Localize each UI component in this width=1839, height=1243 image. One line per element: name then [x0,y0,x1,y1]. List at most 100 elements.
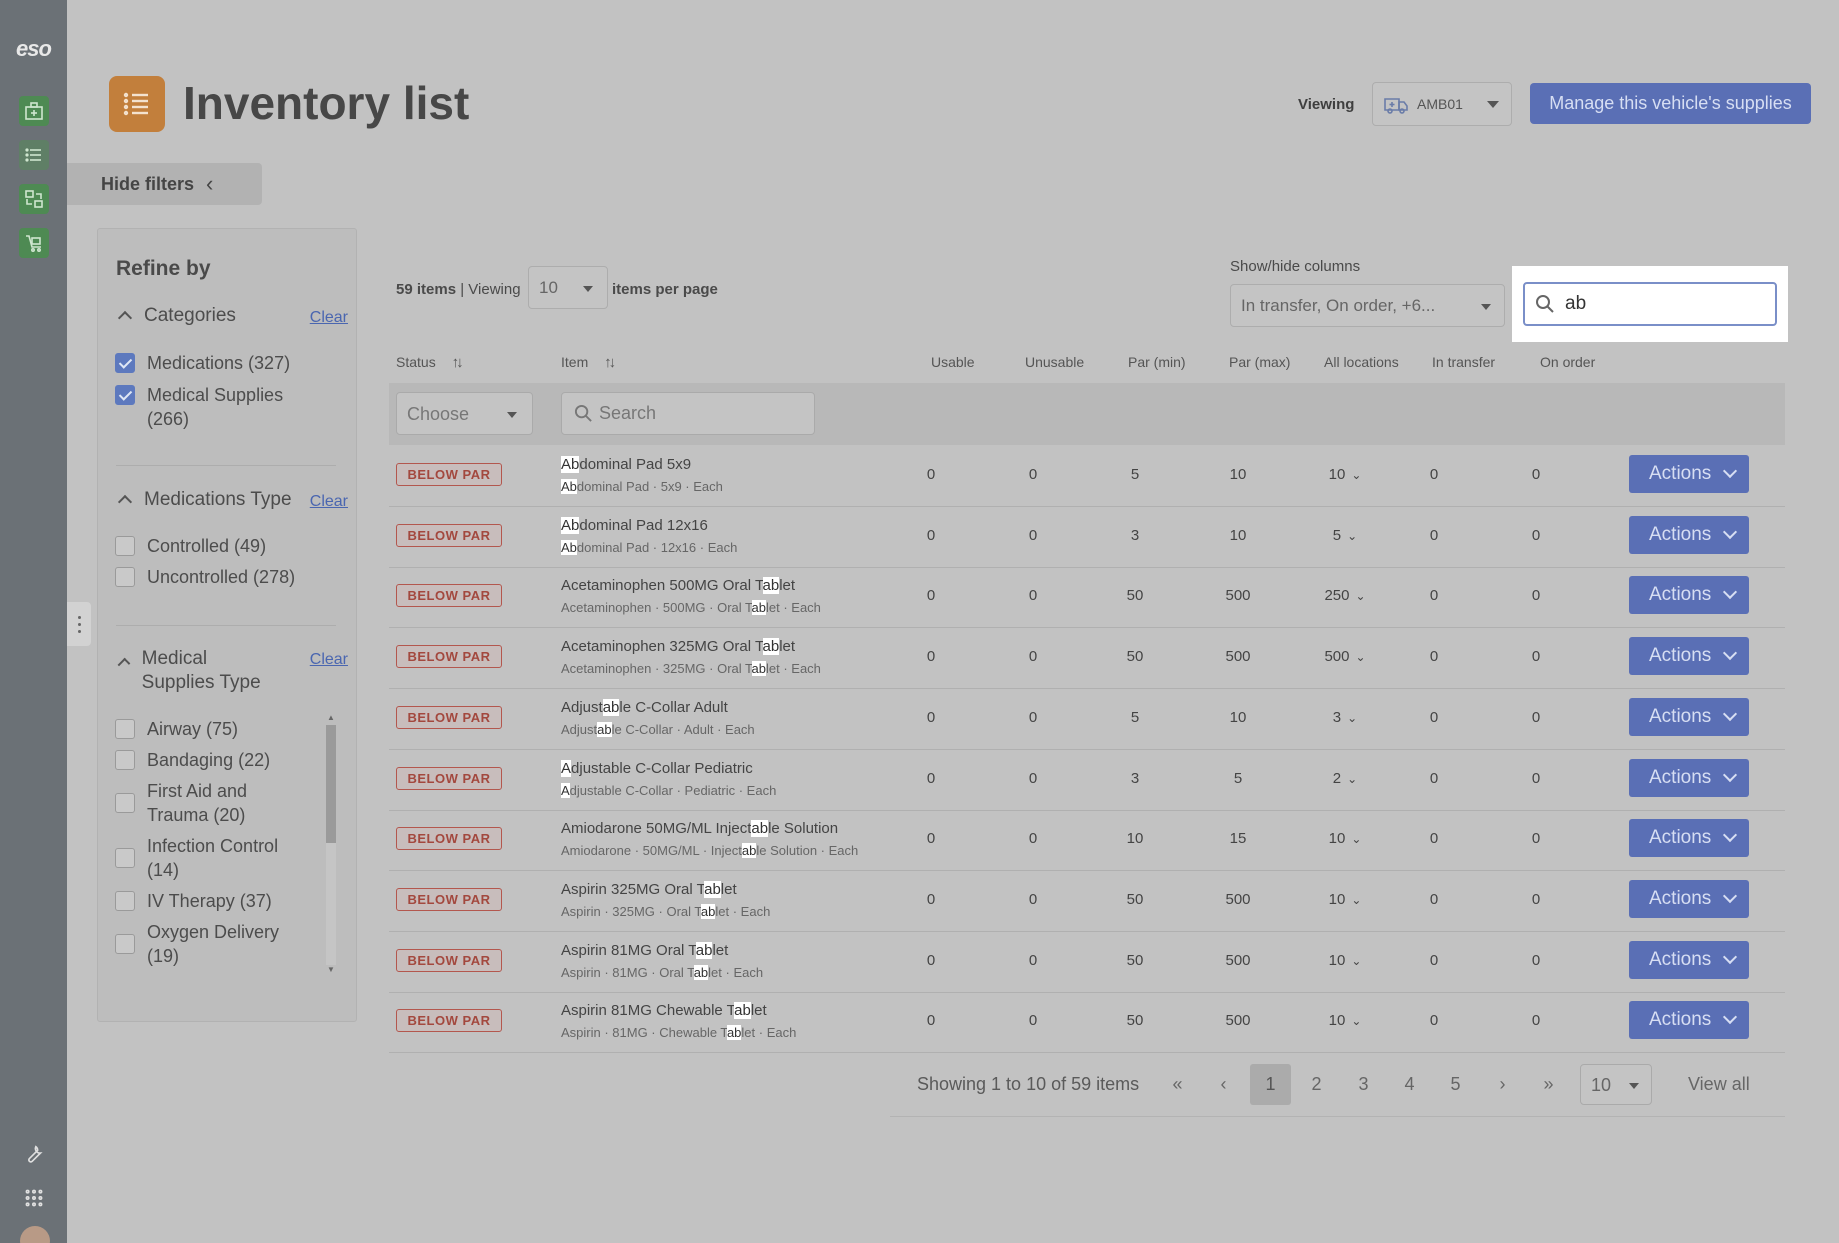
nav-transfers[interactable] [19,184,49,214]
actions-button[interactable]: Actions [1629,637,1749,676]
actions-button[interactable]: Actions [1629,455,1749,493]
item-name[interactable]: Aspirin 81MG Chewable Tablet [561,1002,767,1020]
clear-categories-link[interactable]: Clear [309,309,348,326]
categories-toggle[interactable]: Categories [116,305,236,327]
item-name[interactable]: Acetaminophen 500MG Oral Tablet [561,577,795,595]
filter-oxygen-delivery[interactable]: Oxygen Delivery (19) [115,920,300,968]
page-3-button[interactable]: 3 [1358,1074,1369,1094]
medications-type-toggle[interactable]: Medications Type [116,489,292,511]
next-page-button[interactable]: › [1499,1074,1506,1094]
nav-inventory-list[interactable] [19,140,49,170]
header-status[interactable]: Status ↑↓ [396,354,464,371]
cell-all-locations[interactable]: 2 ⌄ [1315,770,1375,787]
checkbox[interactable] [115,536,135,556]
nav-dashboard[interactable] [19,96,49,126]
cell-all-locations[interactable]: 5 ⌄ [1315,527,1375,544]
scroll-down-arrow-icon[interactable]: ▼ [327,965,335,974]
item-name[interactable]: Aspirin 325MG Oral Tablet [561,880,737,898]
chevron-down-icon[interactable]: ⌄ [1355,650,1366,665]
cell-all-locations[interactable]: 10 ⌄ [1315,466,1375,483]
cell-all-locations[interactable]: 10 ⌄ [1315,1012,1375,1029]
item-name[interactable]: Abdominal Pad 5x9 [561,456,691,473]
page-2-button[interactable]: 2 [1311,1074,1322,1094]
filter-airway[interactable]: Airway (75) [115,717,238,741]
page-1-button[interactable]: 1 [1250,1064,1291,1105]
chevron-down-icon[interactable]: ⌄ [1351,953,1362,968]
user-avatar[interactable] [20,1226,50,1243]
last-page-button[interactable]: » [1543,1074,1554,1094]
checkbox[interactable] [115,750,135,770]
checkbox[interactable] [115,793,135,813]
per-page-select[interactable]: 10 [528,266,608,309]
checkbox[interactable] [115,719,135,739]
chevron-down-icon[interactable]: ⌄ [1347,771,1358,786]
actions-button[interactable]: Actions [1629,1001,1749,1040]
status-filter-select[interactable]: Choose [396,392,533,435]
item-name[interactable]: Abdominal Pad 12x16 [561,516,708,534]
actions-button[interactable]: Actions [1629,940,1749,979]
filter-first-aid-trauma[interactable]: First Aid and Trauma (20) [115,779,275,827]
show-hide-columns-select[interactable]: In transfer, On order, +6... [1230,284,1505,327]
checkbox[interactable] [115,567,135,587]
actions-button[interactable]: Actions [1629,576,1749,615]
sort-icon[interactable]: ↑↓ [451,354,464,371]
item-name[interactable]: Acetaminophen 325MG Oral Tablet [561,638,795,656]
actions-button[interactable]: Actions [1629,819,1749,858]
clear-medications-type-link[interactable]: Clear [309,493,348,510]
page-5-button[interactable]: 5 [1450,1074,1461,1094]
item-name[interactable]: Aspirin 81MG Oral Tablet [561,941,728,959]
item-name[interactable]: Amiodarone 50MG/ML Injectable Solution [561,820,838,838]
panel-drag-handle[interactable] [67,602,91,646]
filter-medications[interactable]: Medications (327) [115,351,315,375]
chevron-down-icon[interactable]: ⌄ [1351,892,1362,907]
first-page-button[interactable]: « [1172,1074,1183,1094]
item-search-input[interactable]: Search [561,392,815,435]
checkbox[interactable] [115,891,135,911]
chevron-down-icon[interactable]: ⌄ [1351,468,1362,482]
scroll-thumb[interactable] [326,725,336,843]
actions-button[interactable]: Actions [1629,758,1749,797]
scroll-track[interactable] [326,725,336,965]
cell-all-locations[interactable]: 500 ⌄ [1315,648,1375,665]
chevron-down-icon[interactable]: ⌄ [1347,710,1358,725]
prev-page-button[interactable]: ‹ [1220,1074,1227,1094]
item-name[interactable]: Adjustable C-Collar Adult [561,698,728,716]
view-all-link[interactable]: View all [1688,1074,1750,1094]
vehicle-select[interactable]: AMB01 [1372,82,1512,126]
sort-icon[interactable]: ↑↓ [604,354,616,371]
checkbox[interactable] [115,934,135,954]
manage-supplies-button[interactable]: Manage this vehicle's supplies [1530,83,1811,124]
filter-iv-therapy[interactable]: IV Therapy (37) [115,889,272,913]
page-size-select[interactable]: 10 [1580,1064,1652,1105]
cell-all-locations[interactable]: 10 ⌄ [1315,830,1375,847]
page-4-button[interactable]: 4 [1404,1074,1415,1094]
actions-button[interactable]: Actions [1629,697,1749,736]
filter-uncontrolled[interactable]: Uncontrolled (278) [115,565,295,589]
cell-all-locations[interactable]: 250 ⌄ [1315,587,1375,604]
checkbox[interactable] [115,385,135,405]
cell-all-locations[interactable]: 3 ⌄ [1315,709,1375,726]
apps-grid[interactable] [22,1186,46,1210]
cell-all-locations[interactable]: 10 ⌄ [1315,952,1375,969]
hide-filters-button[interactable]: Hide filters ‹ [67,163,262,205]
header-item[interactable]: Item ↑↓ [561,354,616,371]
actions-button[interactable]: Actions [1629,515,1749,554]
clear-medical-supplies-type-link[interactable]: Clear [309,651,348,668]
chevron-down-icon[interactable]: ⌄ [1351,1014,1362,1029]
chevron-down-icon[interactable]: ⌄ [1355,589,1366,604]
filter-scrollbar[interactable]: ▲ ▼ [324,713,336,979]
filter-medical-supplies[interactable]: Medical Supplies (266) [115,383,295,431]
filter-bandaging[interactable]: Bandaging (22) [115,748,270,772]
checkbox[interactable] [115,353,135,373]
settings-tool[interactable] [22,1142,46,1166]
search-input[interactable]: ab [1523,282,1777,326]
medical-supplies-type-toggle[interactable]: Medical Supplies Type [116,647,276,695]
item-name[interactable]: Adjustable C-Collar Pediatric [561,759,753,777]
chevron-down-icon[interactable]: ⌄ [1347,528,1358,543]
actions-button[interactable]: Actions [1629,879,1749,918]
nav-orders[interactable] [19,228,49,258]
chevron-down-icon[interactable]: ⌄ [1351,832,1362,847]
filter-infection-control[interactable]: Infection Control (14) [115,834,300,882]
checkbox[interactable] [115,848,135,868]
filter-controlled[interactable]: Controlled (49) [115,534,266,558]
